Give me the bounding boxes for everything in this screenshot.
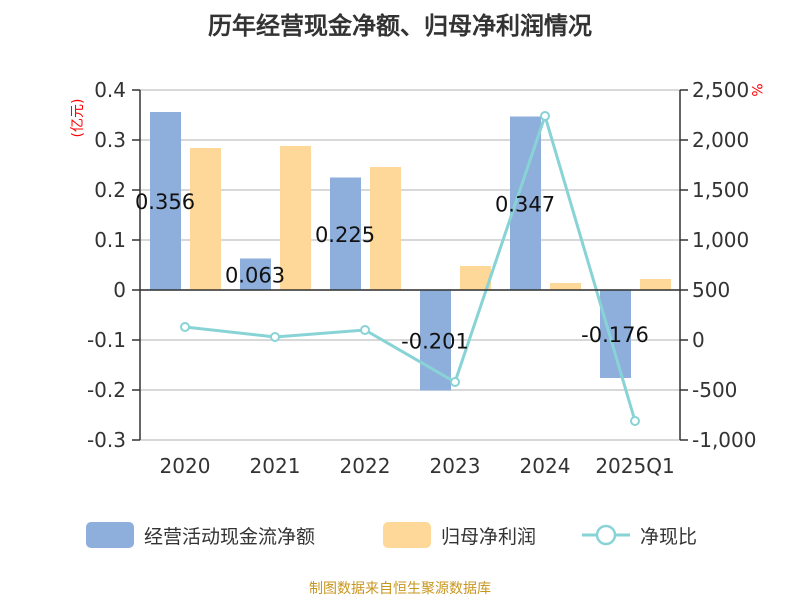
y2-axis-label: % bbox=[748, 83, 764, 96]
y-tick-label: -0.3 bbox=[87, 428, 126, 452]
bar-profit bbox=[550, 283, 581, 290]
legend-swatch-ratio-marker bbox=[595, 524, 617, 546]
line-ratio bbox=[184, 111, 637, 422]
point-ratio bbox=[630, 416, 640, 426]
y-axis-label: (亿元) bbox=[70, 99, 86, 138]
y2-tick-label: -500 bbox=[692, 378, 737, 402]
y-tick-label: 0 bbox=[113, 278, 126, 302]
legend-label-profit[interactable]: 归母净利润 bbox=[441, 526, 536, 548]
bar-cashflow bbox=[330, 177, 361, 290]
legend-swatch-cashflow[interactable] bbox=[86, 522, 134, 548]
x-tick-label: 2024 bbox=[520, 454, 571, 478]
y-tick-label: 0.1 bbox=[94, 228, 126, 252]
point-ratio bbox=[270, 332, 280, 342]
y-tick-label: -0.1 bbox=[87, 328, 126, 352]
y2-tick-label: 1,500 bbox=[692, 178, 749, 202]
x-tick-label: 2022 bbox=[340, 454, 391, 478]
point-ratio bbox=[540, 111, 550, 121]
legend-label-cashflow[interactable]: 经营活动现金流净额 bbox=[144, 526, 315, 548]
point-ratio bbox=[180, 322, 190, 332]
y2-tick-label: 0 bbox=[692, 328, 705, 352]
x-tick-label: 2023 bbox=[430, 454, 481, 478]
data-label-cashflow: 0.347 bbox=[495, 192, 555, 216]
bar-cashflow bbox=[240, 258, 271, 290]
bar-profit bbox=[190, 148, 221, 290]
y-tick-label: -0.2 bbox=[87, 378, 126, 402]
point-ratio bbox=[450, 377, 460, 387]
bar-profit bbox=[370, 167, 401, 290]
y-tick-label: 0.3 bbox=[94, 128, 126, 152]
legend-swatch-profit[interactable] bbox=[383, 522, 431, 548]
x-tick-label: 2021 bbox=[250, 454, 301, 478]
data-label-cashflow: 0.063 bbox=[225, 263, 285, 287]
bar-profit bbox=[280, 146, 311, 290]
legend-label-ratio[interactable]: 净现比 bbox=[640, 526, 697, 548]
y2-tick-label: -1,000 bbox=[692, 428, 756, 452]
data-label-cashflow: -0.201 bbox=[401, 329, 469, 353]
x-tick-label: 2020 bbox=[160, 454, 211, 478]
point-ratio bbox=[360, 325, 370, 335]
data-label-cashflow: 0.356 bbox=[135, 190, 195, 214]
bar-profit bbox=[460, 266, 491, 290]
bar-cashflow bbox=[150, 112, 181, 290]
data-label-cashflow: 0.225 bbox=[315, 223, 375, 247]
y-tick-label: 0.4 bbox=[94, 78, 126, 102]
y-tick-label: 0.2 bbox=[94, 178, 126, 202]
bar-profit bbox=[640, 279, 671, 290]
x-tick-label: 2025Q1 bbox=[595, 454, 674, 478]
bar-cashflow bbox=[600, 290, 631, 378]
y2-tick-label: 2,500 bbox=[692, 78, 749, 102]
bar-cashflow bbox=[420, 290, 451, 391]
y2-tick-label: 2,000 bbox=[692, 128, 749, 152]
legend: 经营活动现金流净额 归母净利润 净现比 bbox=[86, 522, 697, 548]
y2-tick-label: 500 bbox=[692, 278, 730, 302]
chart-title: 历年经营现金净额、归母净利润情况 bbox=[208, 12, 592, 40]
data-label-cashflow: -0.176 bbox=[581, 323, 649, 347]
y2-tick-label: 1,000 bbox=[692, 228, 749, 252]
footer-source: 制图数据来自恒生聚源数据库 bbox=[309, 581, 491, 597]
